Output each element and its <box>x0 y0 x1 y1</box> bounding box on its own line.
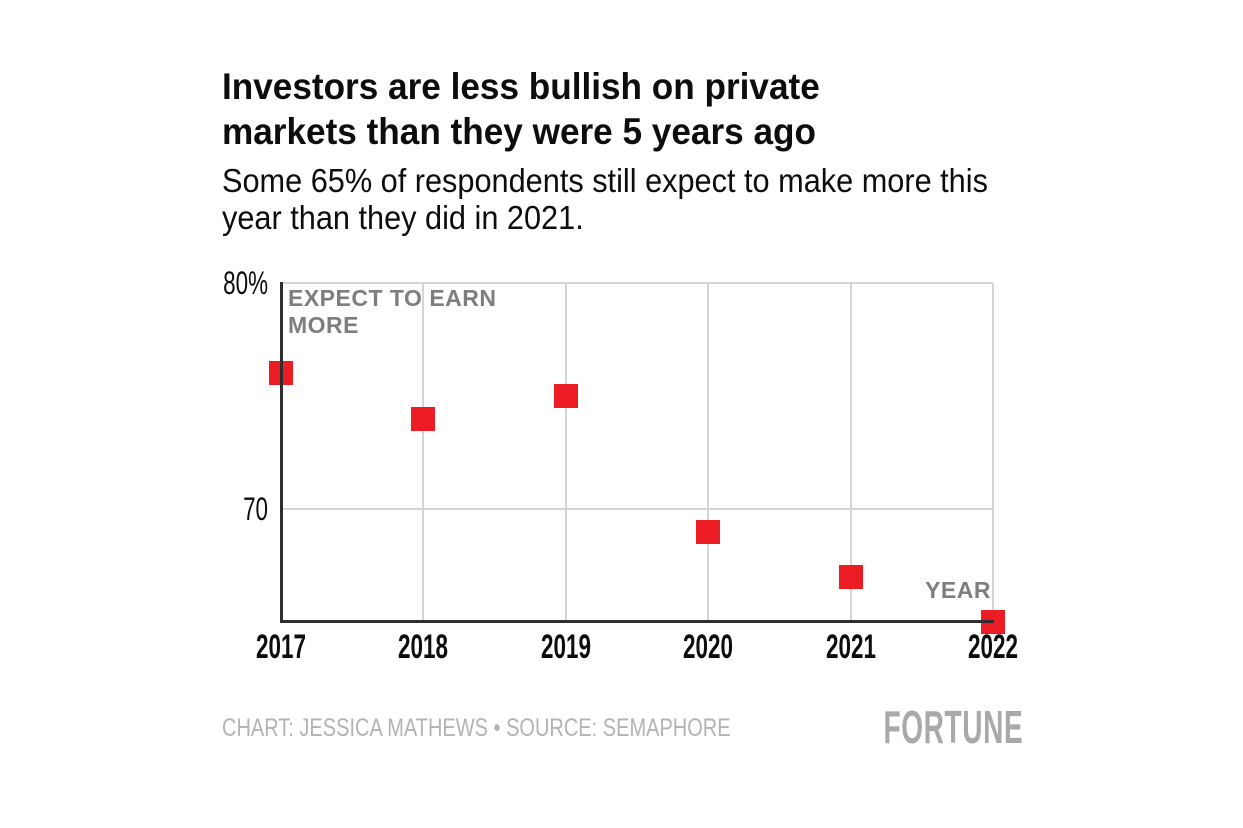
x-tick-label: 2018 <box>398 628 449 666</box>
x-gridline <box>564 283 567 622</box>
chart-subtitle: Some 65% of respondents still expect to … <box>222 162 988 236</box>
data-point <box>838 564 863 589</box>
data-point <box>553 384 578 408</box>
x-tick-label: 2020 <box>683 628 734 666</box>
plot-area: EXPECT TO EARN MORE YEAR 80% 70 2017 2018 20… <box>223 265 1018 666</box>
x-tick-label: 2017 <box>256 628 306 666</box>
title-line-2: markets than they were 5 years ago <box>222 111 816 152</box>
source-credit: CHART: JESSICA MATHEWS • SOURCE: SEMAPHO… <box>222 714 731 742</box>
y-tick-label: 70 <box>243 491 268 527</box>
x-gridline <box>422 283 425 622</box>
series-label: EXPECT TO EARN MORE <box>288 285 497 338</box>
subtitle-line-2: year than they did in 2021. <box>222 199 584 236</box>
y-axis <box>280 282 283 623</box>
x-gridline <box>707 283 710 622</box>
y-tick-label: 80% <box>223 265 268 301</box>
x-gridline <box>992 283 994 622</box>
x-tick-label: 2022 <box>968 628 1018 666</box>
y-gridline <box>281 508 993 510</box>
subtitle-line-1: Some 65% of respondents still expect to … <box>222 162 988 199</box>
y-gridline <box>281 282 993 284</box>
fortune-logo: FORTUNE <box>883 701 1023 753</box>
x-tick-label: 2019 <box>540 628 591 666</box>
data-point <box>411 406 436 431</box>
chart-title: Investors are less bullish on private ma… <box>222 64 820 154</box>
data-point <box>696 519 721 544</box>
x-tick-label: 2021 <box>825 628 876 666</box>
x-axis <box>280 620 994 623</box>
x-axis-title: YEAR <box>925 577 991 603</box>
title-line-1: Investors are less bullish on private <box>222 66 820 107</box>
x-gridline <box>849 283 852 622</box>
